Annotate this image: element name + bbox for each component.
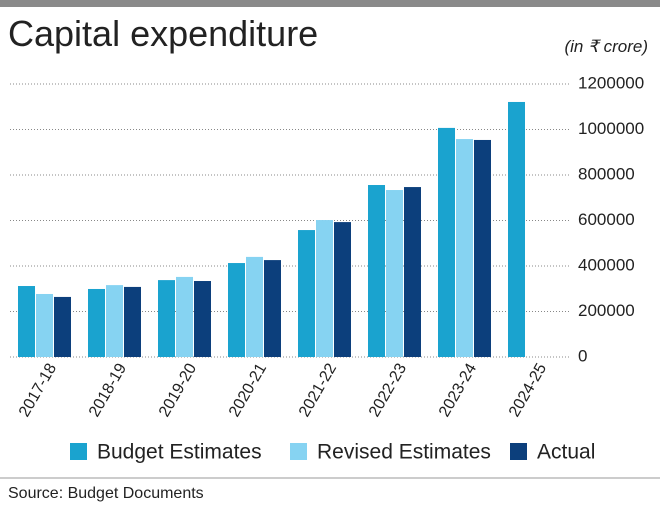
bar bbox=[88, 288, 105, 357]
legend-label: Revised Estimates bbox=[317, 441, 491, 464]
source: Source: Budget Documents bbox=[8, 485, 204, 502]
y-tick-label: 0 bbox=[578, 346, 587, 365]
chart-title: Capital expenditure bbox=[8, 13, 318, 54]
x-tick-label: 2020-21 bbox=[226, 361, 270, 420]
bar bbox=[264, 260, 281, 357]
x-tick-label: 2022-23 bbox=[366, 361, 410, 420]
bar bbox=[124, 286, 141, 357]
bar bbox=[404, 187, 421, 357]
legend-swatch bbox=[290, 443, 307, 460]
x-tick-label: 2023-24 bbox=[436, 361, 480, 420]
y-tick-label: 1200000 bbox=[578, 73, 644, 92]
bar bbox=[298, 230, 315, 357]
bar bbox=[386, 190, 403, 357]
y-tick-label: 600000 bbox=[578, 210, 635, 229]
x-tick-label: 2017-18 bbox=[16, 361, 60, 420]
y-tick-label: 1000000 bbox=[578, 119, 644, 138]
bar bbox=[334, 222, 351, 357]
bar bbox=[456, 139, 473, 357]
x-tick-label: 2024-25 bbox=[506, 361, 550, 420]
bar bbox=[54, 296, 71, 357]
legend-swatch bbox=[510, 443, 527, 460]
bar bbox=[368, 185, 385, 357]
legend-label: Actual bbox=[537, 441, 595, 464]
y-tick-label: 400000 bbox=[578, 255, 635, 274]
x-tick-label: 2021-22 bbox=[296, 361, 340, 420]
x-tick-label: 2018-19 bbox=[86, 361, 130, 420]
bar bbox=[508, 101, 525, 357]
bar bbox=[158, 280, 175, 357]
legend-swatch bbox=[70, 443, 87, 460]
bar bbox=[36, 293, 53, 357]
bar bbox=[194, 281, 211, 357]
bar bbox=[18, 286, 35, 357]
bar bbox=[176, 276, 193, 357]
bar bbox=[228, 263, 245, 357]
x-tick-label: 2019-20 bbox=[156, 361, 200, 420]
y-tick-label: 200000 bbox=[578, 301, 635, 320]
bar bbox=[438, 127, 455, 357]
y-tick-label: 800000 bbox=[578, 164, 635, 183]
bar bbox=[106, 285, 123, 357]
bar bbox=[474, 139, 491, 357]
bar bbox=[246, 256, 263, 357]
unit-label: (in ₹ crore) bbox=[564, 37, 648, 56]
top-bar bbox=[0, 0, 660, 7]
legend-label: Budget Estimates bbox=[97, 441, 262, 464]
bar bbox=[316, 220, 333, 357]
